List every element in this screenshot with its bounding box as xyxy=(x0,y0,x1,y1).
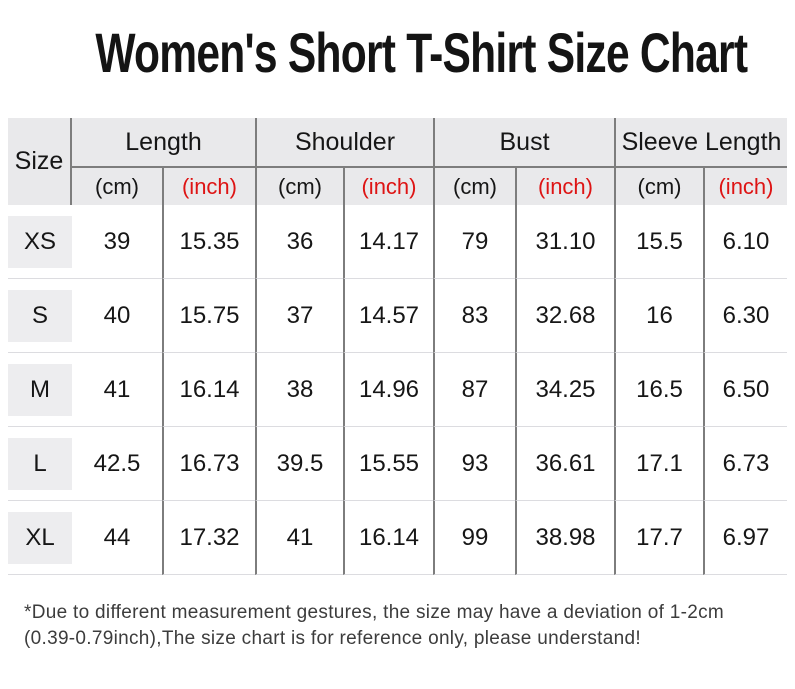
size-label: XL xyxy=(8,511,72,564)
table-cell: 42.5 xyxy=(72,427,162,501)
page-title: Women's Short T-Shirt Size Chart xyxy=(95,21,748,84)
table-cell: 17.32 xyxy=(162,501,255,575)
table-cell: 6.97 xyxy=(703,501,787,575)
table-cell: 37 xyxy=(255,279,343,353)
size-cell: S xyxy=(8,279,72,353)
table-cell: 79 xyxy=(433,205,515,279)
table-cell: 44 xyxy=(72,501,162,575)
table-cell: 34.25 xyxy=(515,353,614,427)
unit-inch-bust: (inch) xyxy=(515,168,614,205)
size-cell: L xyxy=(8,427,72,501)
table-cell: 41 xyxy=(255,501,343,575)
size-label: S xyxy=(8,289,72,342)
table-cell: 16 xyxy=(614,279,703,353)
table-cell: 31.10 xyxy=(515,205,614,279)
size-label: XS xyxy=(8,215,72,268)
header-group-shoulder: Shoulder xyxy=(255,118,433,168)
table-cell: 83 xyxy=(433,279,515,353)
unit-cm-shoulder: (cm) xyxy=(255,168,343,205)
unit-inch-sleeve: (inch) xyxy=(703,168,787,205)
table-cell: 16.14 xyxy=(162,353,255,427)
table-cell: 41 xyxy=(72,353,162,427)
unit-inch-length: (inch) xyxy=(162,168,255,205)
table-cell: 15.5 xyxy=(614,205,703,279)
table-cell: 6.50 xyxy=(703,353,787,427)
footnote-line-1: *Due to different measurement gestures, … xyxy=(24,602,725,623)
table-cell: 6.10 xyxy=(703,205,787,279)
size-chart-page: Women's Short T-Shirt Size Chart Size Le… xyxy=(0,14,795,689)
table-cell: 36 xyxy=(255,205,343,279)
table-cell: 17.1 xyxy=(614,427,703,501)
table-cell: 16.73 xyxy=(162,427,255,501)
footnote-line-2: (0.39-0.79inch),The size chart is for re… xyxy=(24,628,641,649)
table-cell: 14.96 xyxy=(343,353,433,427)
size-label: L xyxy=(8,437,72,490)
header-group-sleeve-length: Sleeve Length xyxy=(614,118,787,168)
header-group-bust: Bust xyxy=(433,118,614,168)
header-size: Size xyxy=(8,118,72,205)
table-cell: 38 xyxy=(255,353,343,427)
table-cell: 16.5 xyxy=(614,353,703,427)
unit-cm-length: (cm) xyxy=(72,168,162,205)
table-cell: 36.61 xyxy=(515,427,614,501)
size-cell: M xyxy=(8,353,72,427)
size-cell: XL xyxy=(8,501,72,575)
unit-cm-sleeve: (cm) xyxy=(614,168,703,205)
table-cell: 15.75 xyxy=(162,279,255,353)
table-cell: 14.57 xyxy=(343,279,433,353)
size-cell: XS xyxy=(8,205,72,279)
unit-cm-bust: (cm) xyxy=(433,168,515,205)
size-label: M xyxy=(8,363,72,416)
table-cell: 6.73 xyxy=(703,427,787,501)
table-cell: 16.14 xyxy=(343,501,433,575)
table-cell: 39 xyxy=(72,205,162,279)
footnote: *Due to different measurement gestures, … xyxy=(24,600,775,652)
header-group-length: Length xyxy=(72,118,255,168)
table-cell: 87 xyxy=(433,353,515,427)
size-chart-table: Size Length Shoulder Bust Sleeve Length … xyxy=(8,118,787,575)
table-cell: 15.35 xyxy=(162,205,255,279)
table-cell: 32.68 xyxy=(515,279,614,353)
table-cell: 6.30 xyxy=(703,279,787,353)
table-cell: 38.98 xyxy=(515,501,614,575)
table-cell: 93 xyxy=(433,427,515,501)
table-cell: 17.7 xyxy=(614,501,703,575)
table-cell: 15.55 xyxy=(343,427,433,501)
table-cell: 40 xyxy=(72,279,162,353)
unit-inch-shoulder: (inch) xyxy=(343,168,433,205)
table-cell: 99 xyxy=(433,501,515,575)
table-cell: 39.5 xyxy=(255,427,343,501)
table-cell: 14.17 xyxy=(343,205,433,279)
